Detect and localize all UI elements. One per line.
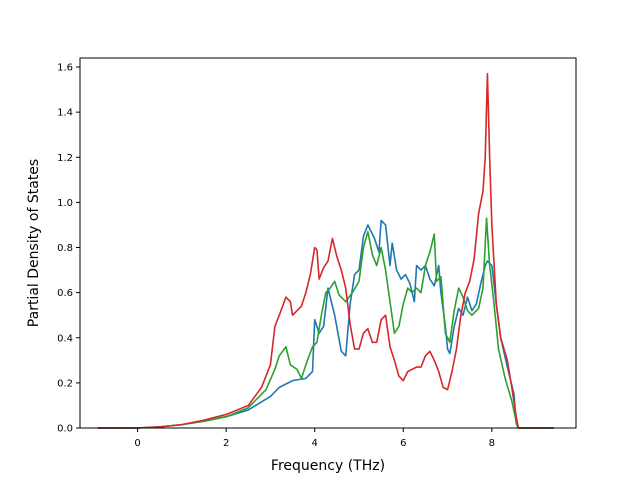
series-line-2 bbox=[97, 217, 554, 429]
y-tick-label: 0.4 bbox=[57, 333, 73, 344]
plot-frame bbox=[79, 57, 577, 429]
x-tick-label: 6 bbox=[400, 438, 406, 449]
ticks-layer: 0 2 4 6 8 0.0 0.2 0.4 0.6 0.8 1.0 1.2 1.4 1.6 bbox=[57, 63, 495, 449]
y-tick-label: 0.0 bbox=[57, 424, 73, 435]
series-layer bbox=[97, 72, 554, 429]
plot-area bbox=[80, 58, 576, 428]
y-tick-label: 0.8 bbox=[57, 243, 73, 254]
x-axis-label: Frequency (THz) bbox=[271, 458, 385, 474]
x-tick-label: 2 bbox=[223, 438, 229, 449]
y-tick-label: 1.4 bbox=[57, 108, 73, 119]
y-tick-label: 0.6 bbox=[57, 288, 73, 299]
y-tick-label: 0.2 bbox=[57, 378, 73, 389]
y-tick-label: 1.6 bbox=[57, 63, 73, 74]
x-tick-label: 4 bbox=[312, 438, 318, 449]
y-axis-label: Partial Density of States bbox=[26, 159, 42, 327]
x-tick-label: 8 bbox=[489, 438, 495, 449]
series-line-3 bbox=[97, 72, 554, 429]
x-tick-label: 0 bbox=[134, 438, 140, 449]
series-line-1 bbox=[97, 219, 554, 429]
y-tick-label: 1.2 bbox=[57, 153, 73, 164]
y-tick-label: 1.0 bbox=[57, 198, 73, 209]
